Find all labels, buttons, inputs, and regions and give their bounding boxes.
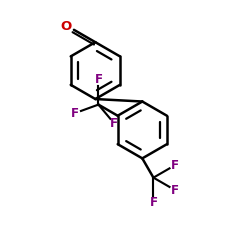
Text: F: F bbox=[94, 74, 102, 86]
Text: O: O bbox=[60, 20, 72, 33]
Text: F: F bbox=[171, 184, 179, 196]
Text: F: F bbox=[71, 106, 79, 120]
Text: F: F bbox=[110, 117, 118, 130]
Text: F: F bbox=[171, 159, 179, 172]
Text: F: F bbox=[150, 196, 158, 209]
